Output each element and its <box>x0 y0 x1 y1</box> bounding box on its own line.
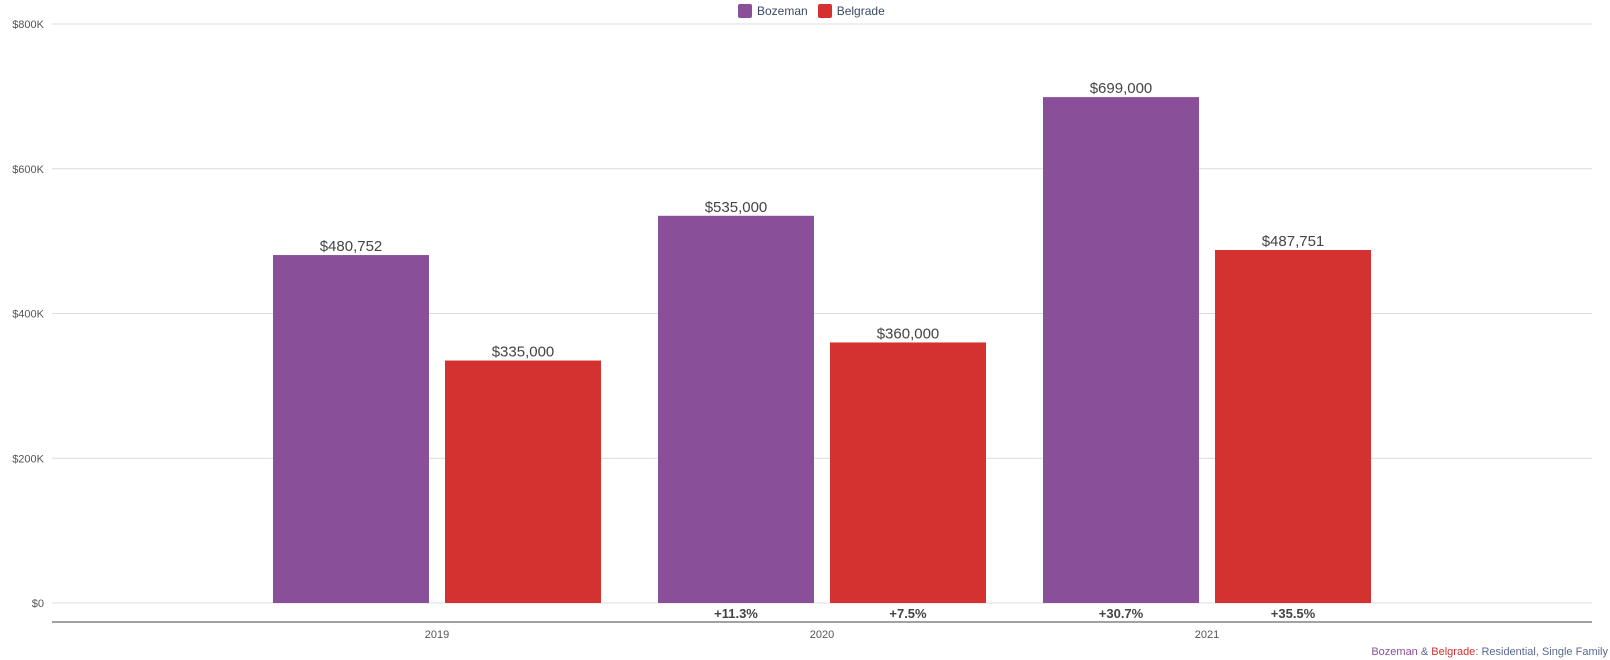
y-tick-label: $600K <box>12 164 44 176</box>
change-label: +11.3% <box>714 606 758 621</box>
bar <box>658 215 814 603</box>
y-tick-label: $400K <box>12 309 44 321</box>
bar <box>445 360 601 603</box>
change-label: +7.5% <box>889 606 927 621</box>
bar <box>1043 97 1199 603</box>
footnote-city2: Belgrade <box>1431 646 1476 658</box>
bar-value-label: $335,000 <box>492 344 555 361</box>
y-tick-label: $800K <box>12 19 44 31</box>
footnote: Bozeman & Belgrade: Residential, Single … <box>1371 646 1608 658</box>
y-tick-label: $0 <box>32 598 44 610</box>
bar-value-label: $360,000 <box>877 325 940 342</box>
legend: Bozeman Belgrade <box>738 4 885 18</box>
legend-swatch-belgrade <box>817 4 832 18</box>
bar-value-label: $480,752 <box>320 238 383 255</box>
legend-item-bozeman[interactable]: Bozeman <box>738 4 808 18</box>
x-tick-label: 2021 <box>1195 629 1219 641</box>
x-tick-label: 2020 <box>810 629 834 641</box>
change-label: +30.7% <box>1099 606 1144 621</box>
x-tick-label: 2019 <box>425 629 449 641</box>
legend-swatch-bozeman <box>738 4 752 18</box>
change-label: +35.5% <box>1271 606 1316 621</box>
footnote-city1: Bozeman <box>1371 646 1418 658</box>
legend-label-belgrade: Belgrade <box>836 4 885 18</box>
legend-item-belgrade[interactable]: Belgrade <box>817 4 885 18</box>
bar-value-label: $487,751 <box>1262 233 1325 250</box>
bar-value-label: $535,000 <box>705 199 768 216</box>
footnote-colon: : <box>1475 646 1482 658</box>
footnote-type: Residential, Single Family <box>1481 646 1608 658</box>
bar <box>830 342 986 603</box>
legend-label-bozeman: Bozeman <box>757 4 808 18</box>
y-tick-label: $200K <box>12 453 44 465</box>
bar <box>1215 249 1371 603</box>
bar-value-label: $699,000 <box>1090 80 1153 97</box>
footnote-amp: & <box>1417 646 1432 658</box>
bar <box>273 255 429 604</box>
